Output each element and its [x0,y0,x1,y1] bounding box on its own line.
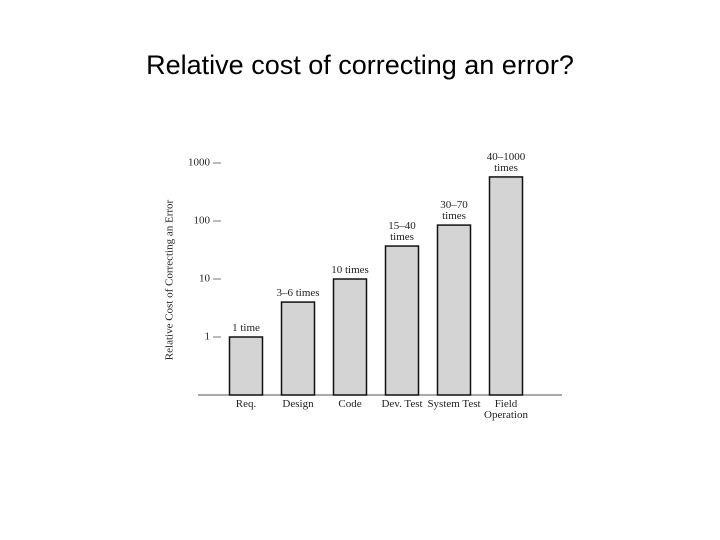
y-tick-label: 100 [194,215,211,227]
value-label: 40–1000 times [486,150,526,174]
bar [436,224,472,396]
bar [332,278,368,396]
value-label: 3–6 times [276,287,320,300]
y-tick-label: 10 [199,273,211,285]
x-tick-label: Req. [235,398,257,410]
x-tick-label: System Test [427,398,481,410]
x-tick-label: Dev. Test [381,398,423,410]
value-label: 1 time [232,322,260,334]
value-label: 10 times [331,264,369,276]
y-axis-label: Relative Cost of Correcting an Error [164,199,176,360]
bar [384,245,420,396]
x-tick-label: Field Operation [484,398,528,421]
value-label: 30–70 times [440,199,468,223]
y-tick-label: 1 [205,331,211,343]
slide-title: Relative cost of correcting an error? [146,50,574,80]
bar [488,176,524,396]
y-tick-label: 1000 [188,157,211,169]
bar [228,336,264,396]
value-label: 15–40 times [388,220,416,244]
bar [280,301,316,396]
x-tick-label: Design [282,398,314,410]
x-tick-label: Code [338,398,362,410]
